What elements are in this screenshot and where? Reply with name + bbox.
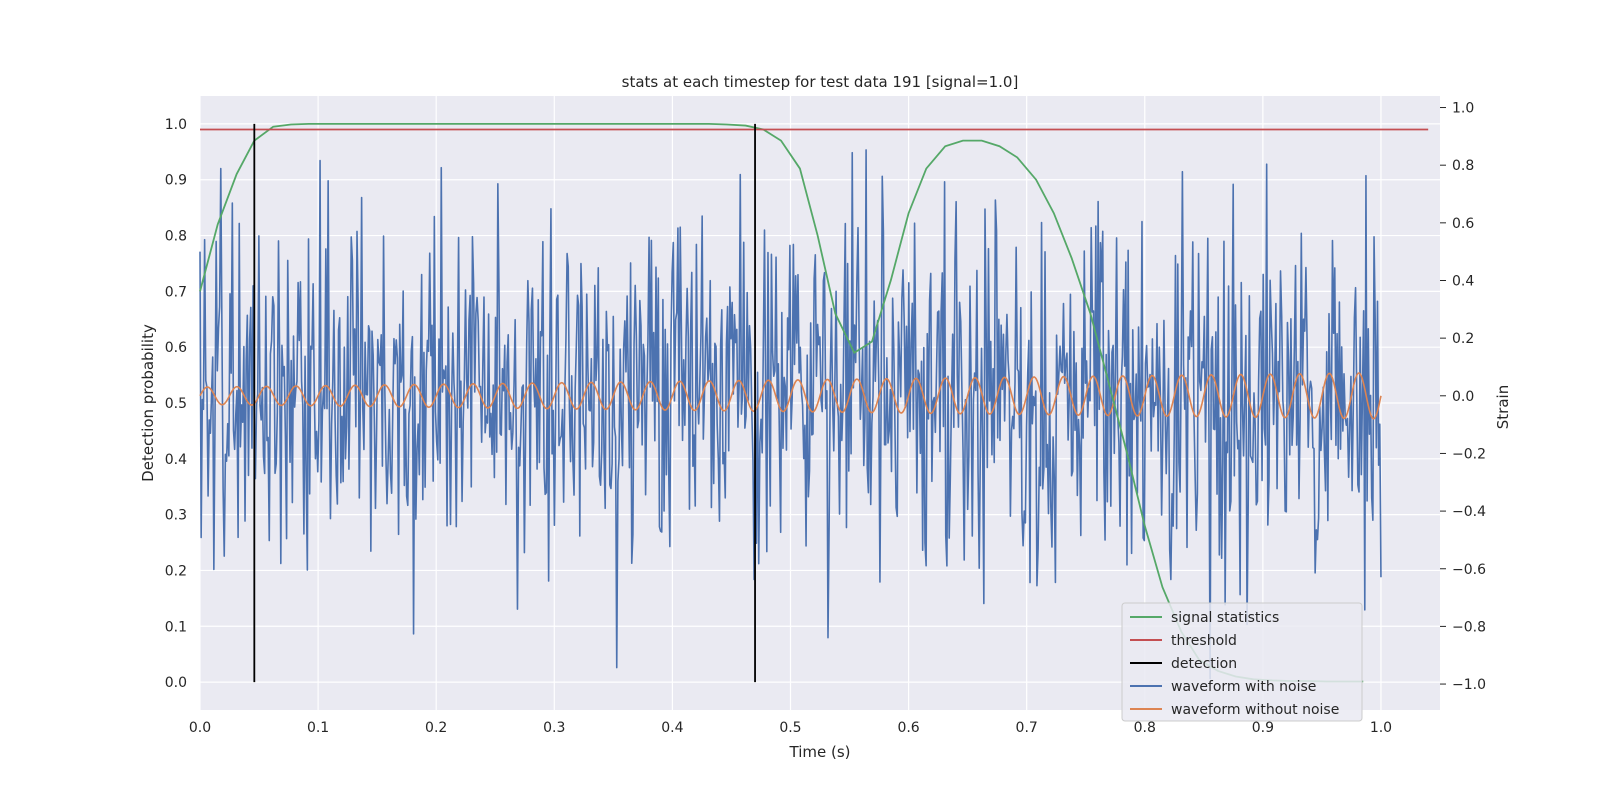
y-tick-label: 0.9 — [165, 173, 187, 189]
legend-label-signal-statistics: signal statistics — [1171, 610, 1279, 626]
y2-axis-label: Strain — [1494, 385, 1512, 429]
y2-tick-label: 0.0 — [1452, 389, 1474, 405]
y2-tick-label: 1.0 — [1452, 101, 1474, 117]
y-tick-label: 0.6 — [165, 340, 187, 356]
legend: signal statistics threshold detection wa… — [1121, 602, 1363, 722]
x-tick-label: 0.9 — [1252, 720, 1274, 736]
y-tick-label: 0.7 — [165, 284, 187, 300]
x-tick-label: 0.7 — [1016, 720, 1038, 736]
x-tick-label: 0.1 — [307, 720, 329, 736]
y2-tick-label: 0.8 — [1452, 158, 1474, 174]
legend-box — [1121, 602, 1363, 722]
x-tick-label: 1.0 — [1370, 720, 1392, 736]
x-axis-ticks: 0.0 0.1 0.2 0.3 0.4 0.5 0.6 0.7 0.8 0.9 1.0 — [189, 720, 1392, 736]
x-tick-label: 0.6 — [897, 720, 919, 736]
y2-tick-label: −0.6 — [1452, 562, 1486, 578]
y-tick-label: 1.0 — [165, 117, 187, 133]
chart-title: stats at each timestep for test data 191… — [622, 73, 1019, 91]
x-tick-label: 0.8 — [1134, 720, 1156, 736]
y-tick-label: 0.5 — [165, 396, 187, 412]
x-axis-label: Time (s) — [789, 743, 851, 761]
x-tick-label: 0.2 — [425, 720, 447, 736]
legend-label-threshold: threshold — [1171, 633, 1237, 649]
y2-tick-label: −0.2 — [1452, 446, 1486, 462]
y-tick-label: 0.1 — [165, 619, 187, 635]
y-tick-label: 0.0 — [165, 675, 187, 691]
series-waveform-with-noise — [199, 149, 1382, 680]
y-tick-label: 0.4 — [165, 452, 187, 468]
x-tick-label: 0.3 — [543, 720, 565, 736]
y-axis-left-ticks: 0.0 0.1 0.2 0.3 0.4 0.5 0.6 0.7 0.8 0.9 1.0 — [165, 117, 187, 691]
legend-label-waveform-with-noise: waveform with noise — [1171, 679, 1316, 695]
y2-tick-label: −1.0 — [1452, 677, 1486, 693]
y-axis-right-ticks: −1.0 −0.8 −0.6 −0.4 −0.2 0.0 0.2 0.4 0.6 0.8 1.0 — [1440, 101, 1486, 693]
y2-tick-label: −0.8 — [1452, 619, 1486, 635]
x-tick-label: 0.5 — [779, 720, 801, 736]
y-axis-label: Detection probability — [139, 324, 157, 482]
y2-tick-label: −0.4 — [1452, 504, 1486, 520]
x-tick-label: 0.4 — [661, 720, 683, 736]
legend-label-waveform-without-noise: waveform without noise — [1171, 702, 1339, 718]
x-tick-label: 0.0 — [189, 720, 211, 736]
y2-tick-label: 0.6 — [1452, 216, 1474, 232]
y-tick-label: 0.3 — [165, 508, 187, 524]
y2-tick-label: 0.2 — [1452, 331, 1474, 347]
y-tick-label: 0.2 — [165, 563, 187, 579]
legend-label-detection: detection — [1171, 656, 1237, 672]
series-waveform-without-noise — [199, 372, 1382, 420]
y2-tick-label: 0.4 — [1452, 273, 1474, 289]
y-tick-label: 0.8 — [165, 229, 187, 245]
